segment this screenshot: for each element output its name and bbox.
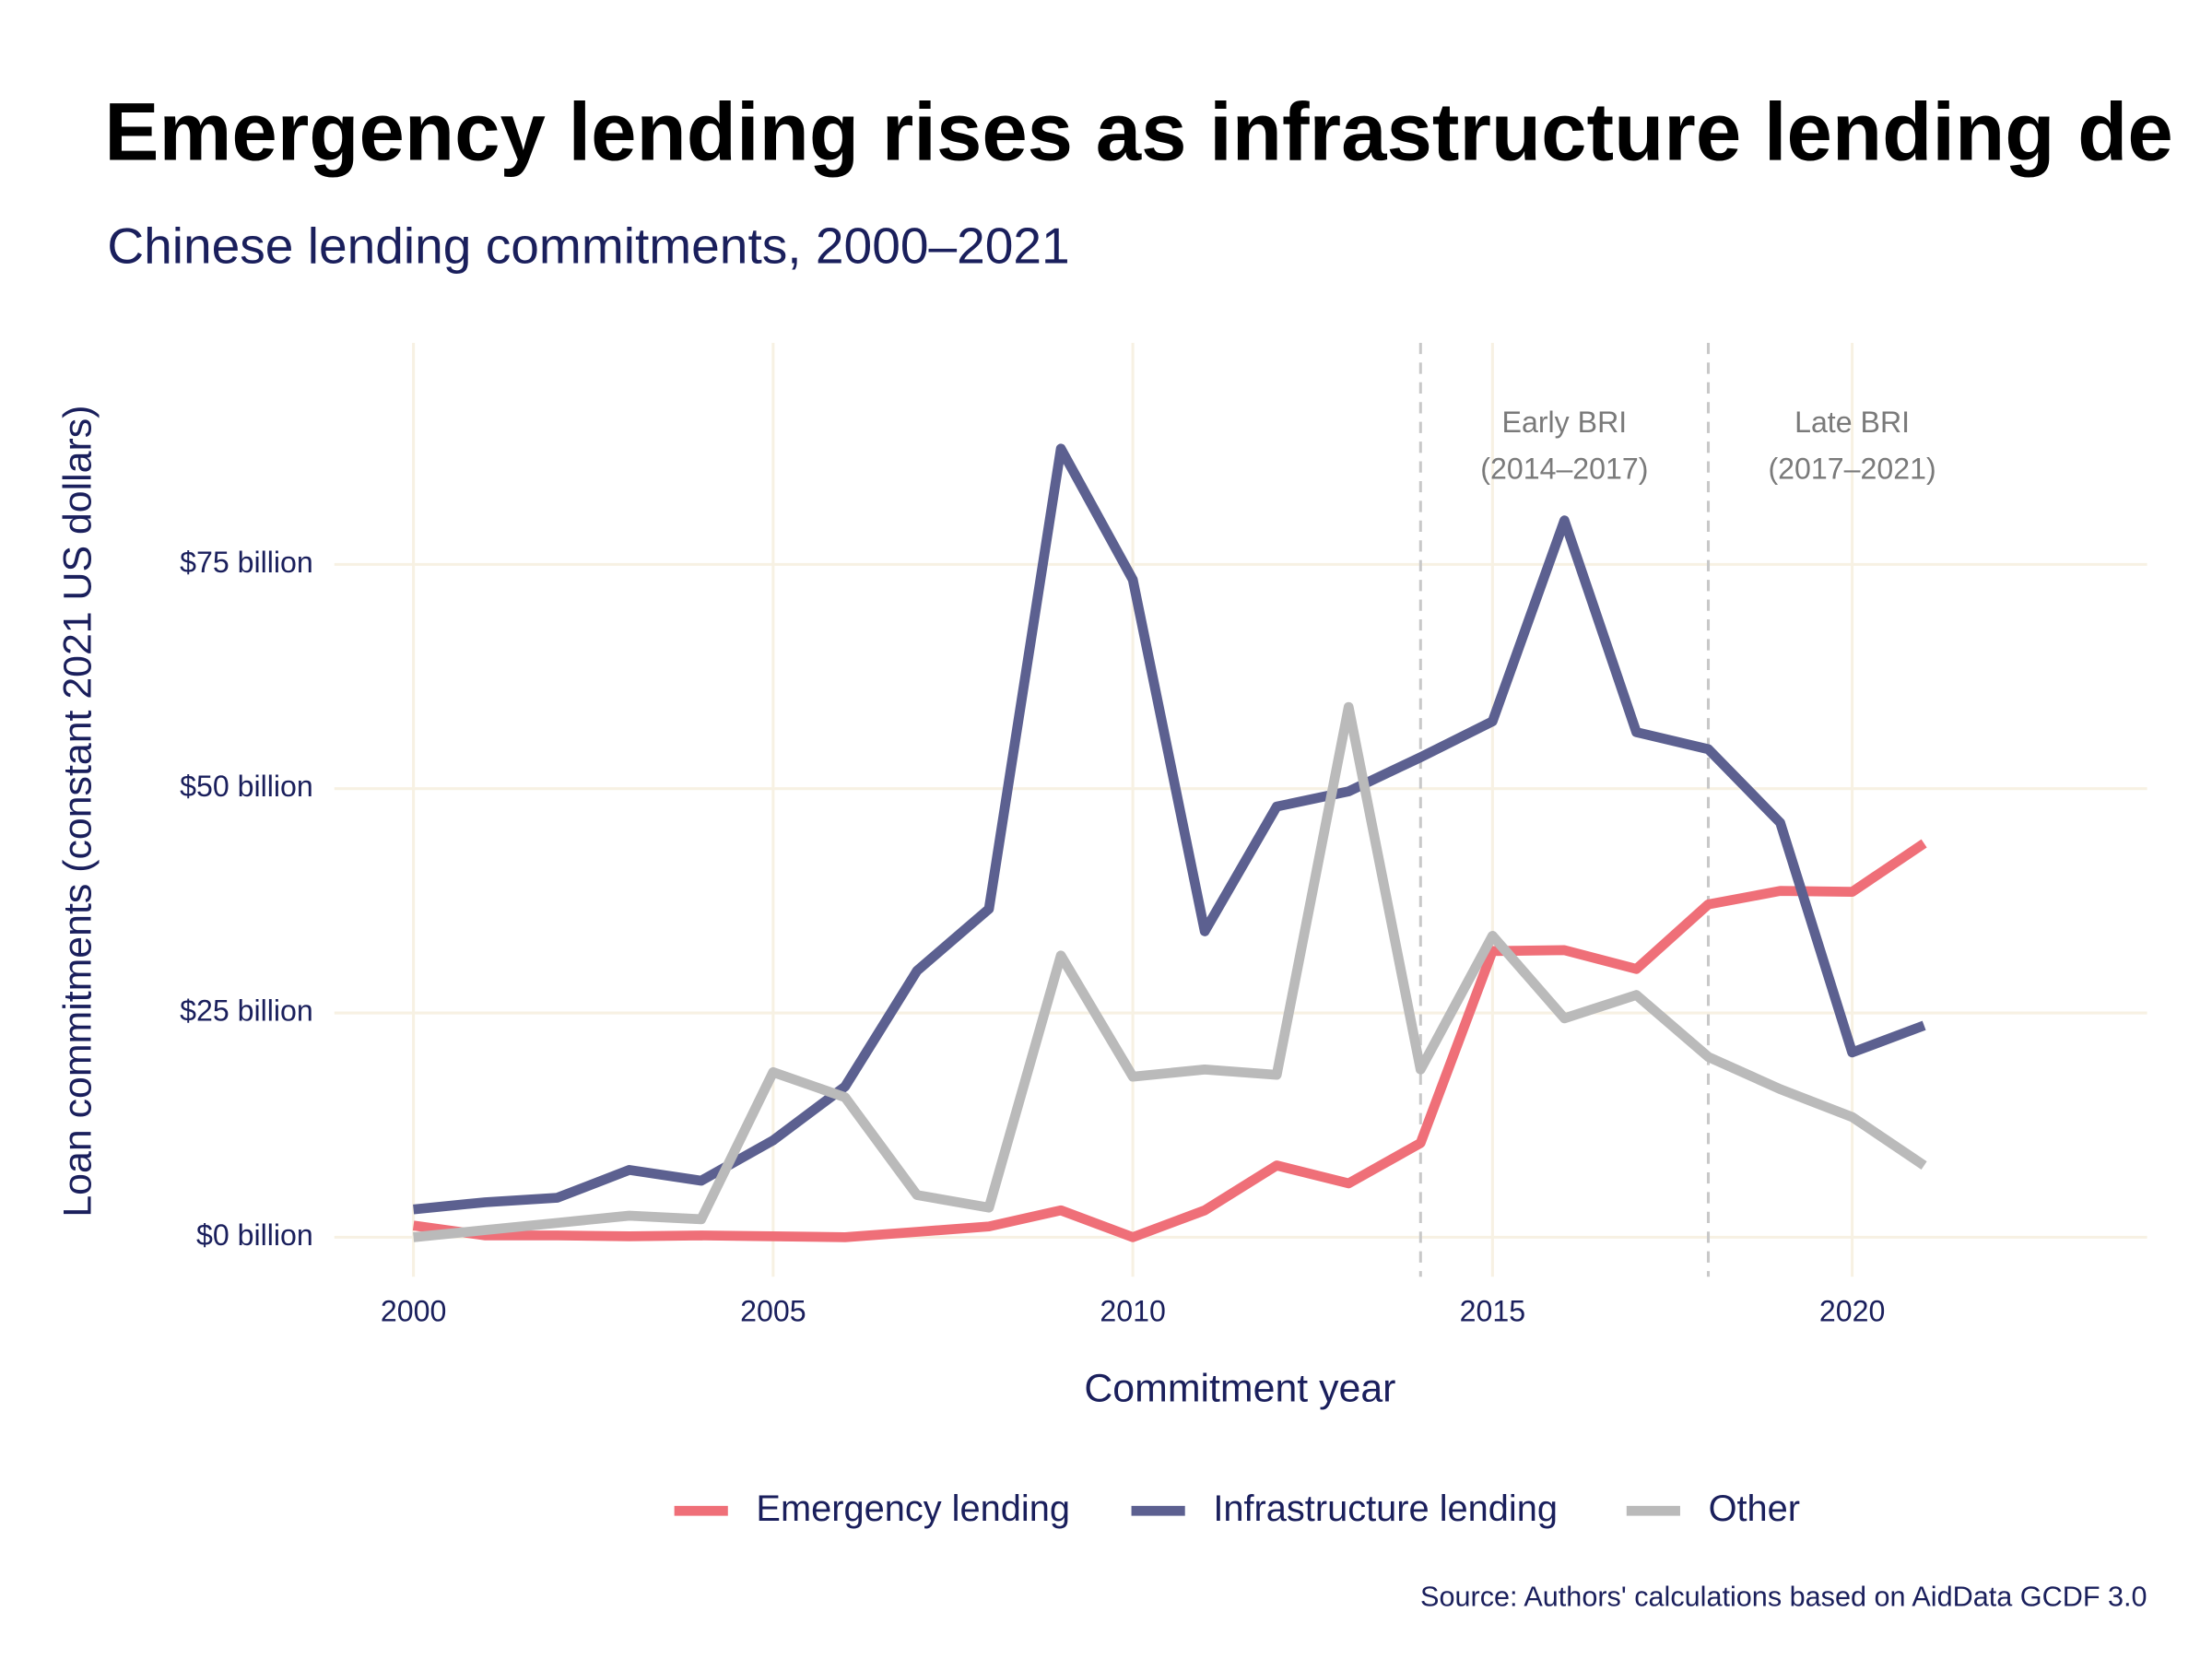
- series-line: [413, 443, 1926, 1215]
- y-tick-label: $75 billion: [180, 546, 313, 579]
- annotation: Late BRI: [1794, 406, 1910, 439]
- y-tick-label: $0 billion: [196, 1218, 313, 1252]
- legend-label: Infrastructure lending: [1213, 1488, 1558, 1529]
- x-tick-label: 2005: [740, 1294, 806, 1327]
- source: Source: Authors' calculations based on A…: [1420, 1581, 2147, 1612]
- chart-title: Emergency lending rises as infrastructur…: [104, 86, 2172, 177]
- y-tick-label: $50 billion: [180, 770, 313, 803]
- x-axis-label: Commitment year: [1084, 1366, 1395, 1410]
- annotation: Early BRI: [1502, 406, 1628, 439]
- legend-label: Other: [1709, 1488, 1801, 1529]
- y-axis-label: Loan commitments (constant 2021 US dolla…: [56, 406, 100, 1218]
- annotation: (2014–2017): [1480, 453, 1648, 486]
- chart-subtitle: Chinese lending commitments, 2000–2021: [107, 217, 1069, 274]
- legend-label: Emergency lending: [756, 1488, 1070, 1529]
- x-tick-label: 2010: [1100, 1294, 1165, 1327]
- x-tick-label: 2015: [1460, 1294, 1525, 1327]
- series-line: [412, 839, 1927, 1242]
- x-tick-label: 2020: [1819, 1294, 1885, 1327]
- x-tick-label: 2000: [381, 1294, 446, 1327]
- y-tick-label: $25 billion: [180, 994, 313, 1028]
- series-line: [413, 701, 1927, 1242]
- annotation: (2017–2021): [1768, 453, 1936, 486]
